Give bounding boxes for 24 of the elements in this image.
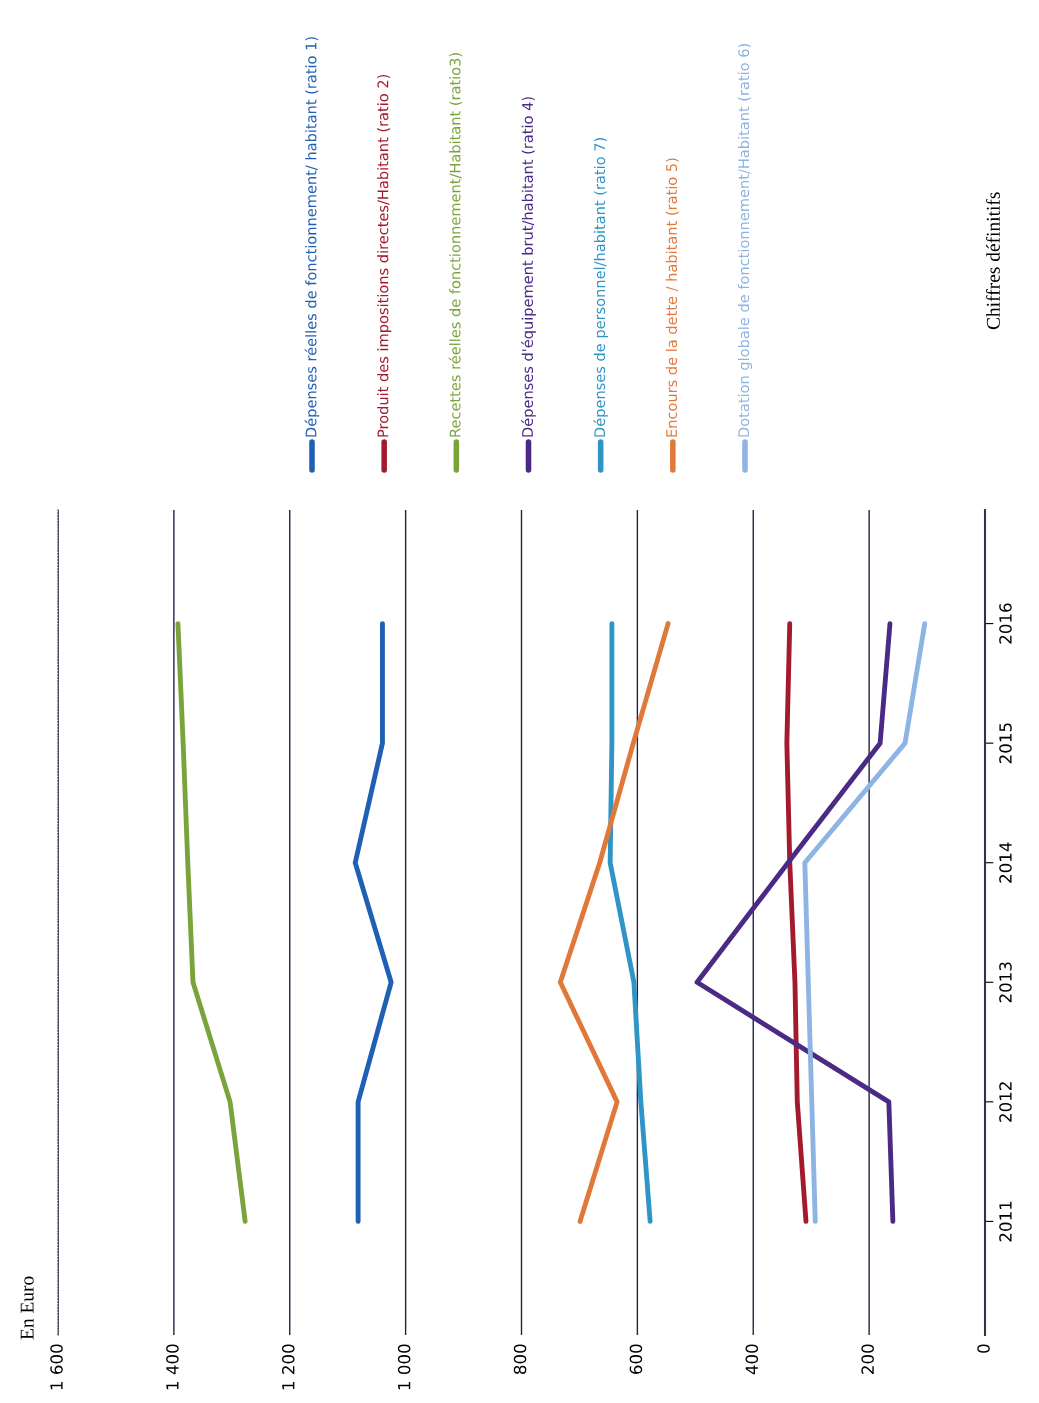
x-tick-label: 800 (513, 1344, 527, 1375)
text: Dépenses réelles de fonctionnement/ habitant (ratio 1) (304, 37, 320, 437)
text: Chiffres définitifs (985, 192, 1000, 330)
y-tick-label: 2011 (999, 1201, 1012, 1242)
x-tick-label: 0 (977, 1344, 990, 1353)
text: Dotation globale de fonctionnement/Habitant (ratio 6) (737, 44, 753, 437)
text: Encours de la dette / habitant (ratio 5) (665, 158, 679, 437)
text: En Euro (20, 1276, 34, 1340)
y-tick-label: 2015 (999, 723, 1012, 764)
x-tick-label: 600 (629, 1344, 643, 1374)
x-tick-label: 1 200 (281, 1344, 295, 1390)
text: Dépenses d'équipement brut/habitant (ratio 4) (521, 97, 536, 437)
text: Recettes réelles de fonctionnement/Habitant (ratio3) (448, 53, 463, 437)
x-tick-label: 1 600 (50, 1344, 63, 1390)
x-tick-label: 1 000 (397, 1344, 411, 1390)
x-tick-label: 1 400 (166, 1344, 179, 1390)
y-tick-label: 2013 (999, 962, 1012, 1003)
y-tick-label: 2012 (999, 1082, 1012, 1122)
y-tick-label: 2014 (999, 842, 1012, 883)
y-tick-label: 2016 (999, 603, 1012, 644)
text: Dépenses de personnel/habitant (ratio 7) (593, 138, 609, 437)
text: Produit des impositions directes/Habitant (ratio 2) (377, 74, 392, 437)
x-tick-label: 400 (745, 1344, 759, 1375)
x-tick-label: 200 (861, 1344, 874, 1374)
